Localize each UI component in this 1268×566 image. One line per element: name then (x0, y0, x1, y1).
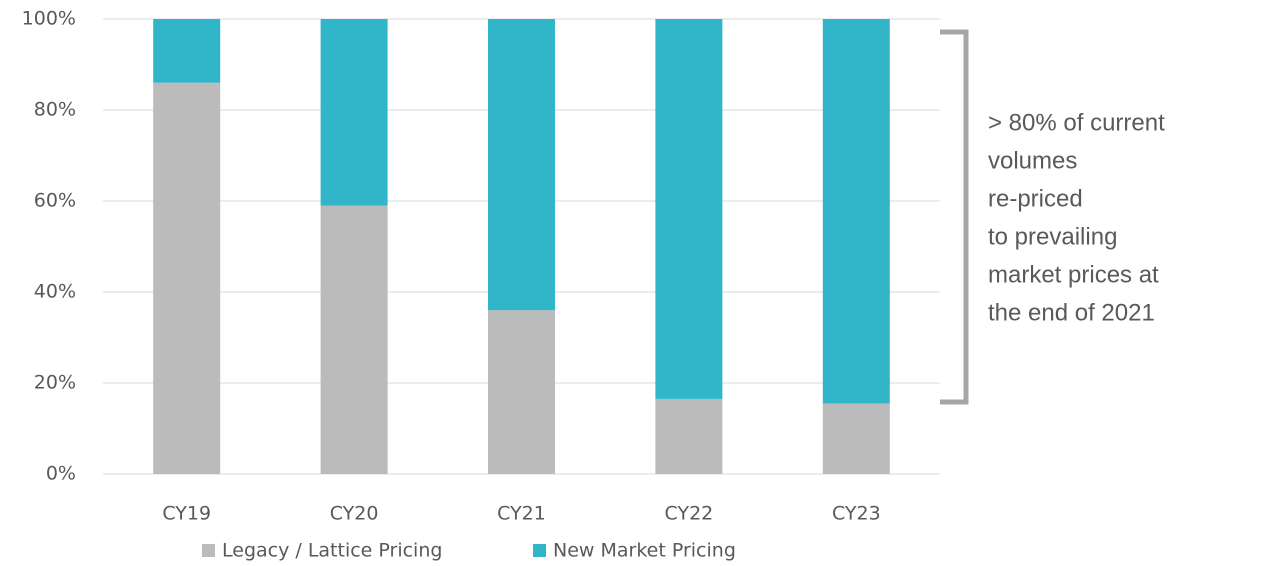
legend-label: Legacy / Lattice Pricing (222, 540, 442, 562)
x-tick-label: CY20 (330, 503, 379, 525)
bar-segment (320, 19, 388, 206)
bar-segment (153, 82, 221, 474)
annotation: market prices at (988, 261, 1159, 288)
x-tick-label: CY19 (162, 503, 211, 525)
legend-swatch (202, 544, 215, 557)
bar-segment (822, 403, 890, 474)
x-tick-label: CY22 (665, 503, 714, 525)
bar-segment (488, 310, 555, 474)
bar-segment (488, 19, 555, 311)
x-tick-label: CY21 (497, 503, 546, 525)
annotation: re-priced (988, 185, 1083, 212)
y-tick-label: 0% (46, 463, 76, 485)
bar-segment (822, 19, 890, 404)
legend-label: New Market Pricing (553, 540, 736, 562)
y-tick-label: 80% (34, 99, 76, 121)
bar-segment (320, 205, 388, 475)
bar-segment (153, 19, 221, 83)
bar-segment (655, 398, 723, 474)
bar-segment (655, 19, 723, 399)
y-tick-label: 60% (34, 190, 76, 212)
annotation: to prevailing (988, 223, 1117, 250)
x-tick-label: CY23 (832, 503, 881, 525)
annotation: > 80% of current (988, 109, 1165, 136)
y-tick-label: 20% (34, 372, 76, 394)
legend-swatch (533, 544, 546, 557)
y-tick-label: 40% (34, 281, 76, 303)
annotation: volumes (988, 147, 1077, 174)
bracket (940, 29, 969, 405)
y-tick-label: 100% (22, 8, 76, 30)
annotation: the end of 2021 (988, 299, 1155, 326)
